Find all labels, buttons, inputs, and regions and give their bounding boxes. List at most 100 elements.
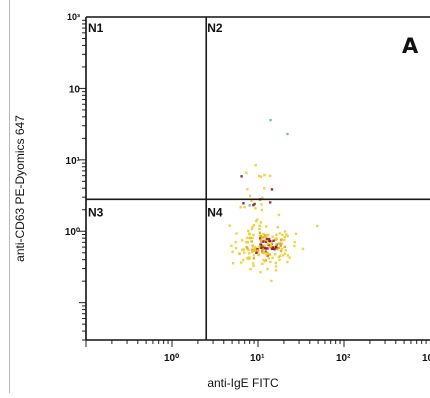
data-point	[253, 246, 257, 249]
data-point	[249, 236, 253, 240]
data-point	[250, 227, 254, 231]
data-point	[249, 267, 252, 271]
data-point	[254, 207, 257, 210]
data-point	[255, 246, 258, 249]
data-point	[251, 262, 255, 265]
data-point	[262, 250, 266, 254]
data-point	[280, 247, 284, 251]
data-point	[281, 254, 285, 257]
data-point	[258, 227, 261, 230]
data-point	[242, 248, 245, 251]
data-point	[288, 256, 291, 259]
data-point	[266, 239, 269, 242]
data-point	[260, 240, 263, 244]
data-point-sparse	[286, 132, 289, 136]
panel-label: A	[402, 34, 419, 58]
data-point	[245, 245, 248, 249]
data-point	[268, 253, 272, 256]
data-point	[251, 226, 254, 229]
data-point	[283, 252, 287, 255]
data-point	[266, 247, 269, 250]
data-point	[315, 224, 319, 228]
axis-ticks	[79, 19, 427, 347]
data-point	[247, 229, 250, 233]
data-point	[264, 259, 268, 262]
data-point	[246, 247, 249, 250]
data-point	[276, 226, 280, 229]
data-point	[278, 258, 281, 262]
data-point	[252, 264, 255, 268]
data-point	[283, 238, 286, 242]
data-point	[274, 269, 278, 272]
data-point	[274, 245, 278, 249]
data-point	[253, 202, 256, 206]
x-axis-title: anti-IgE FITC	[207, 376, 279, 390]
x-tick-label: 10⁰	[164, 353, 179, 364]
data-point	[256, 218, 259, 221]
data-point	[275, 243, 278, 246]
data-point	[241, 248, 244, 251]
data-point	[251, 236, 254, 240]
data-point	[248, 233, 251, 236]
x-tick-label: 10²	[336, 353, 351, 364]
data-point	[269, 243, 273, 247]
data-point-sparse	[269, 118, 272, 122]
data-point	[271, 235, 274, 238]
y-tick-label: 10³	[67, 12, 80, 22]
data-point	[277, 255, 281, 259]
data-point	[259, 221, 263, 224]
data-point	[279, 239, 283, 242]
data-point	[251, 248, 254, 251]
data-point	[262, 236, 266, 239]
data-point	[261, 196, 264, 199]
data-point	[260, 246, 263, 249]
data-point	[243, 251, 246, 254]
data-point	[275, 233, 278, 237]
data-point	[240, 239, 244, 242]
data-point	[247, 248, 250, 252]
data-point	[274, 261, 278, 265]
y-tick-label: 10	[69, 84, 81, 95]
data-point	[230, 244, 233, 248]
data-point	[283, 245, 286, 249]
data-point	[260, 208, 263, 212]
y-tick-label: 10⁰	[65, 227, 80, 238]
data-point	[279, 254, 282, 258]
data-point	[293, 240, 296, 244]
data-point	[262, 247, 265, 250]
data-point	[263, 260, 266, 263]
data-point	[235, 232, 238, 235]
data-point	[262, 240, 265, 243]
data-point	[267, 237, 271, 241]
data-point	[275, 247, 279, 251]
data-point	[255, 251, 258, 255]
data-point	[262, 258, 265, 262]
data-point	[267, 233, 270, 237]
data-point	[278, 232, 282, 235]
plot-frame-group	[85, 16, 430, 341]
data-point	[266, 267, 269, 271]
quadrant-label-n2: N2	[207, 21, 223, 35]
data-point	[279, 249, 283, 253]
data-point	[231, 250, 234, 254]
data-point	[248, 257, 251, 260]
data-point	[274, 237, 277, 240]
data-point	[257, 253, 261, 257]
data-point	[263, 234, 266, 237]
data-point	[252, 248, 255, 252]
data-point	[263, 173, 266, 177]
data-point	[269, 260, 272, 264]
data-point	[268, 201, 272, 204]
data-point	[261, 262, 264, 266]
data-point	[264, 250, 267, 253]
data-point	[252, 257, 256, 260]
data-point	[257, 249, 260, 252]
data-point	[239, 261, 243, 264]
data-point	[285, 233, 288, 236]
data-point	[242, 258, 245, 262]
data-point	[254, 164, 257, 167]
data-point	[274, 265, 278, 268]
data-point	[269, 245, 272, 249]
data-point	[238, 252, 241, 256]
data-point	[266, 242, 269, 246]
